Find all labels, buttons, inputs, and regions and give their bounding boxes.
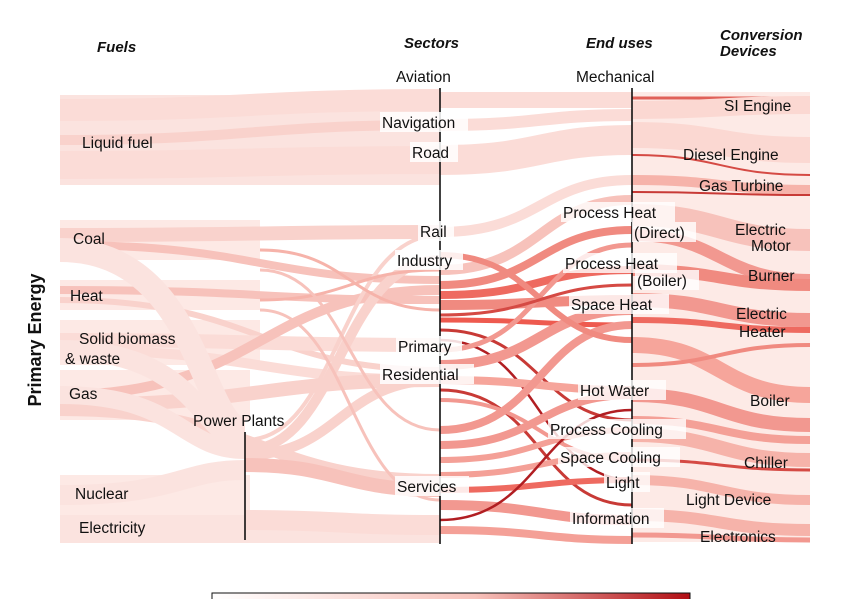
- device-label-electric-motor-1: Electric: [735, 222, 786, 239]
- header-sectors: Sectors: [404, 35, 459, 52]
- enduse-label-space-heat: Space Heat: [571, 297, 653, 314]
- fuel-label-nuclear: Nuclear: [75, 486, 128, 503]
- sector-label-industry: Industry: [397, 253, 452, 270]
- header-fuels: Fuels: [97, 39, 136, 56]
- enduse-label-process-heat-boiler: Process Heat: [565, 256, 659, 273]
- colorbar: [211, 592, 691, 599]
- header-conversion: Conversion: [720, 27, 803, 44]
- device-label-electric-heater-2: Heater: [739, 324, 786, 341]
- enduse-label-hot-water: Hot Water: [580, 383, 649, 400]
- enduse-label-process-cooling: Process Cooling: [550, 422, 663, 439]
- y-axis-label: Primary Energy: [25, 273, 45, 406]
- fuel-label-electricity: Electricity: [79, 520, 146, 537]
- device-label-gas-turbine: Gas Turbine: [699, 178, 783, 195]
- sector-label-residential: Residential: [382, 367, 459, 384]
- device-label-chiller: Chiller: [744, 455, 788, 472]
- enduse-label-information: Information: [572, 511, 650, 528]
- device-label-electronics: Electronics: [700, 529, 776, 546]
- sector-label-navigation: Navigation: [382, 115, 455, 132]
- enduse-label-process-heat-direct: Process Heat: [563, 205, 657, 222]
- enduse-label-boiler: (Boiler): [637, 273, 687, 290]
- fuel-label-liquid: Liquid fuel: [82, 135, 153, 152]
- enduse-label-direct: (Direct): [634, 225, 685, 242]
- sector-labels: Aviation Navigation Road Rail Industry P…: [380, 66, 474, 496]
- fuel-label-coal: Coal: [73, 231, 105, 248]
- sector-label-road: Road: [412, 145, 449, 162]
- enduse-label-space-cooling: Space Cooling: [560, 450, 661, 467]
- fuel-label-gas: Gas: [69, 386, 98, 403]
- header-end-uses: End uses: [586, 35, 653, 52]
- power-plants-label: Power Plants: [193, 413, 285, 430]
- fuel-label-heat: Heat: [70, 288, 103, 305]
- device-label-electric-heater-1: Electric: [736, 306, 787, 323]
- device-label-burner: Burner: [748, 268, 795, 285]
- enduse-labels: Mechanical Process Heat (Direct) Process…: [548, 66, 699, 528]
- fuel-sector-flows: [59, 89, 441, 535]
- device-label-si-engine: SI Engine: [724, 98, 791, 115]
- enduse-label-light: Light: [606, 475, 640, 492]
- device-label-electric-motor-2: Motor: [751, 238, 791, 255]
- sector-label-rail: Rail: [420, 224, 447, 241]
- fuel-label-waste: & waste: [65, 351, 120, 368]
- sector-label-aviation: Aviation: [396, 69, 451, 86]
- fuel-labels: Liquid fuel Coal Heat Solid biomass & wa…: [65, 135, 285, 537]
- sector-enduse-flows: [439, 91, 633, 544]
- device-labels: SI Engine Diesel Engine Gas Turbine Elec…: [683, 98, 795, 546]
- device-label-boiler: Boiler: [750, 393, 790, 410]
- fuel-label-biomass: Solid biomass: [79, 331, 176, 348]
- device-label-light-device: Light Device: [686, 492, 771, 509]
- node-axes: [244, 88, 633, 544]
- device-label-diesel-engine: Diesel Engine: [683, 147, 779, 164]
- enduse-label-mechanical: Mechanical: [576, 69, 654, 86]
- header-devices: Devices: [720, 43, 777, 60]
- sector-label-primary: Primary: [398, 339, 452, 356]
- sector-label-services: Services: [397, 479, 457, 496]
